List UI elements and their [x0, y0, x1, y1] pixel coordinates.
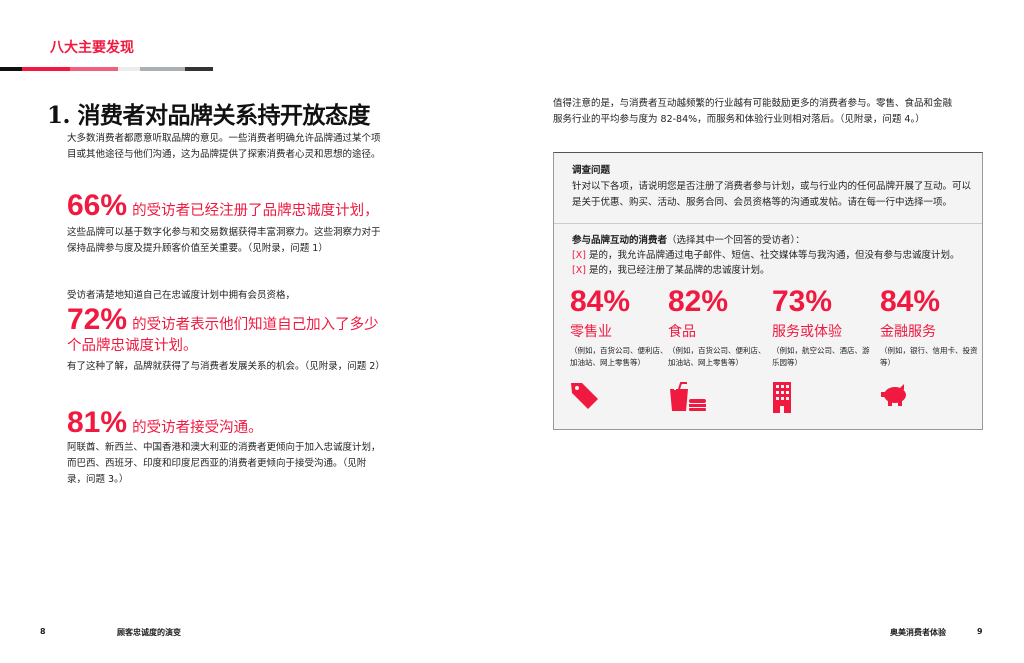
- page-title: 1. 消费者对品牌关系持开放态度: [47, 102, 371, 129]
- stat-value: 72%: [67, 303, 128, 336]
- price-tag-icon: [571, 383, 598, 409]
- stat-81-body: 阿联酋、新西兰、中国香港和澳大利亚的消费者更倾向于加入忠诚度计划，而巴西、西班牙…: [67, 442, 381, 485]
- stat-72-body: 有了这种了解，品牌就获得了与消费者发展关系的机会。（见附录，问题 2）: [67, 361, 385, 372]
- section-header: 八大主要发现: [50, 40, 134, 56]
- stat-text: 的受访者接受沟通。: [132, 420, 263, 436]
- answer-title: 参与品牌互动的消费者（选择其中一个回答的受访者）：: [572, 233, 805, 249]
- building-icon: [773, 382, 791, 413]
- stat-72: 72% 的受访者表示他们知道自己加入了多少: [67, 304, 397, 336]
- stat-value: 84%: [570, 285, 631, 318]
- footer-left-title: 顾客忠诚度的演变: [117, 628, 181, 637]
- checked-mark: [X]: [572, 250, 586, 261]
- option-1: [X] 是的，我允许品牌通过电子邮件、短信、社交媒体等与我沟通，但没有参与忠诚度…: [572, 248, 959, 264]
- intro-text: 大多数消费者都愿意听取品牌的意见。一些消费者明确允许品牌通过某个项目或其他途径与…: [67, 133, 381, 160]
- stat-text: 的受访者已经注册了品牌忠诚度计划，: [132, 203, 379, 219]
- right-intro: 值得注意的是，与消费者互动越频繁的行业越有可能鼓励更多的消费者参与。零售、食品和…: [553, 98, 953, 125]
- stat-retail: 84% 零售业 （例如，百货公司、便利店、加油站、网上零售等）: [570, 285, 670, 409]
- stat-services: 73% 服务或体验 （例如，航空公司、酒店、游乐园等）: [772, 285, 872, 413]
- stat-note: （例如，银行、信用卡、投资等）: [880, 346, 978, 367]
- page-number-right: 9: [977, 627, 983, 636]
- stat-food: 82% 食品 （例如，百货公司、便利店、加油站、网上零售等）: [668, 285, 768, 411]
- stat-value: 81%: [67, 406, 128, 439]
- checked-mark: [X]: [572, 265, 586, 276]
- answer-title-note: （选择其中一个回答的受访者）：: [667, 235, 805, 246]
- drink-burger-icon: [670, 382, 706, 411]
- decorative-stripe: [0, 67, 213, 71]
- stat-72-lead: 受访者清楚地知道自己在忠诚度计划中拥有会员资格，: [67, 290, 296, 301]
- stat-note: （例如，百货公司、便利店、加油站、网上零售等）: [668, 346, 766, 367]
- stat-66-body: 这些品牌可以基于数字化参与和交易数据获得丰富洞察力。这些洞察力对于保持品牌参与度…: [67, 227, 381, 254]
- stat-note: （例如，百货公司、便利店、加油站、网上零售等）: [570, 346, 668, 367]
- question-title: 调查问题: [572, 165, 611, 176]
- stat-label: 食品: [668, 324, 696, 340]
- stat-value: 84%: [880, 285, 941, 318]
- divider: [554, 223, 982, 224]
- stat-text: 的受访者表示他们知道自己加入了多少: [132, 317, 379, 333]
- stat-label: 金融服务: [880, 324, 936, 340]
- survey-box: 调查问题 针对以下各项，请说明您是否注册了消费者参与计划，或与行业内的任何品牌开…: [553, 152, 983, 430]
- option-2: [X] 是的，我已经注册了某品牌的忠诚度计划。: [572, 263, 769, 279]
- stat-81: 81% 的受访者接受沟通。: [67, 407, 263, 439]
- piggy-bank-icon: [881, 384, 906, 406]
- stat-66: 66% 的受访者已经注册了品牌忠诚度计划，: [67, 190, 397, 222]
- option-text: 是的，我允许品牌通过电子邮件、短信、社交媒体等与我沟通，但没有参与忠诚度计划。: [588, 250, 960, 261]
- footer-right-title: 奥美消费者体验: [890, 628, 946, 637]
- stat-value: 66%: [67, 189, 128, 222]
- answer-title-bold: 参与品牌互动的消费者: [572, 235, 668, 246]
- stat-label: 服务或体验: [772, 324, 842, 340]
- stat-72-text2: 个品牌忠诚度计划。: [67, 338, 198, 354]
- stat-value: 73%: [772, 285, 833, 318]
- question-text: 针对以下各项，请说明您是否注册了消费者参与计划，或与行业内的任何品牌开展了互动。…: [572, 181, 972, 208]
- stat-note: （例如，航空公司、酒店、游乐园等）: [772, 346, 870, 367]
- stat-finance: 84% 金融服务 （例如，银行、信用卡、投资等）: [880, 285, 980, 406]
- stat-label: 零售业: [570, 324, 612, 340]
- page-number-left: 8: [40, 627, 46, 636]
- stat-value: 82%: [668, 285, 729, 318]
- option-text: 是的，我已经注册了某品牌的忠诚度计划。: [588, 265, 770, 276]
